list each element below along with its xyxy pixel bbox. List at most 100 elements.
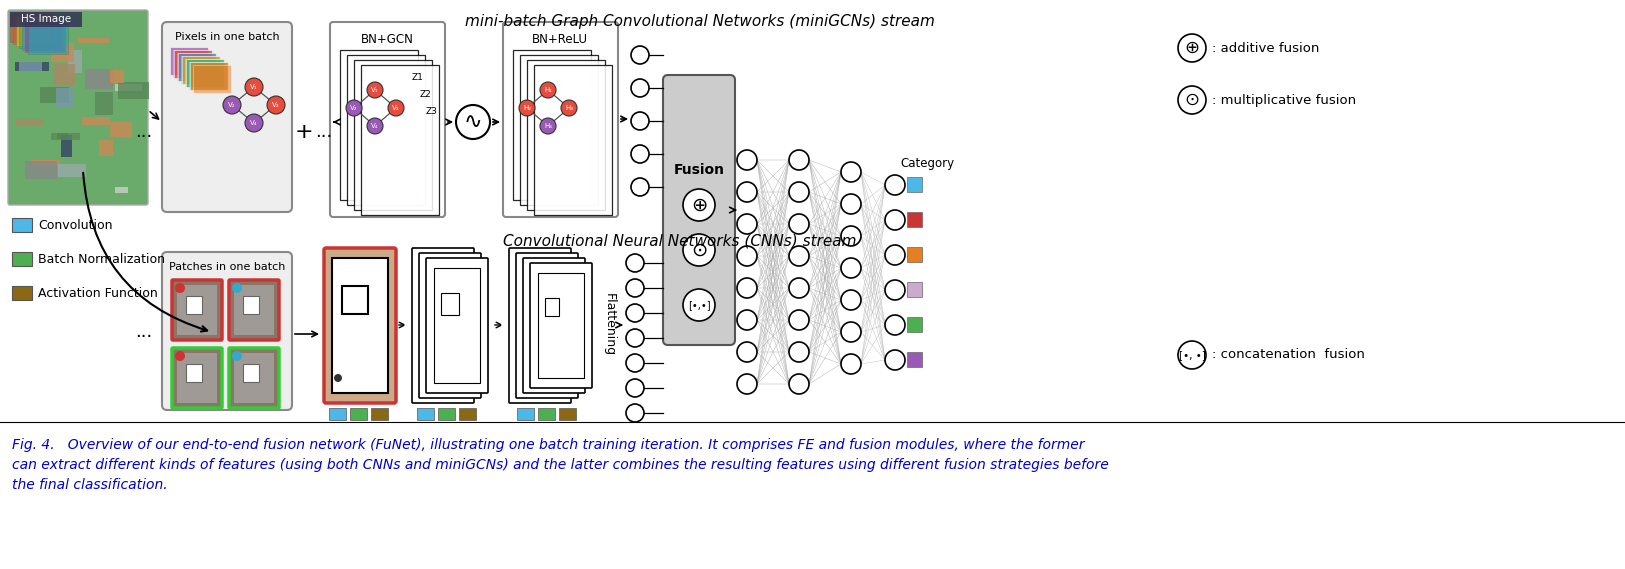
Bar: [185, 59, 224, 87]
Bar: [348, 55, 426, 205]
FancyBboxPatch shape: [8, 10, 148, 205]
Text: Batch Normalization: Batch Normalization: [37, 253, 166, 266]
FancyBboxPatch shape: [419, 253, 481, 398]
Bar: [94, 92, 114, 115]
Bar: [349, 408, 367, 420]
Text: : multiplicative fusion: : multiplicative fusion: [1212, 93, 1357, 106]
Circle shape: [682, 289, 715, 321]
Bar: [78, 38, 109, 43]
Circle shape: [518, 100, 535, 116]
Circle shape: [842, 290, 861, 310]
Bar: [244, 364, 258, 382]
Bar: [177, 353, 218, 403]
Text: ∿: ∿: [463, 112, 483, 132]
Bar: [119, 82, 150, 99]
FancyBboxPatch shape: [162, 252, 292, 410]
Text: ⊕: ⊕: [1185, 39, 1199, 57]
Bar: [58, 164, 86, 177]
Bar: [538, 273, 583, 378]
Text: HS Image: HS Image: [21, 14, 72, 24]
Circle shape: [626, 354, 644, 372]
Bar: [13, 14, 54, 44]
FancyBboxPatch shape: [413, 248, 474, 403]
Text: V₃: V₃: [273, 102, 279, 108]
Text: ...: ...: [135, 323, 153, 341]
Bar: [234, 285, 275, 335]
Circle shape: [842, 354, 861, 374]
Text: : concatenation  fusion: : concatenation fusion: [1212, 348, 1365, 361]
Circle shape: [626, 304, 644, 322]
Bar: [11, 286, 32, 300]
Circle shape: [223, 96, 240, 114]
Circle shape: [457, 105, 491, 139]
FancyBboxPatch shape: [172, 348, 223, 408]
Bar: [111, 70, 124, 83]
Circle shape: [682, 189, 715, 221]
Bar: [185, 296, 202, 314]
Circle shape: [738, 310, 757, 330]
Circle shape: [738, 150, 757, 170]
Bar: [68, 50, 81, 73]
Circle shape: [176, 351, 185, 361]
Bar: [16, 119, 44, 125]
Text: Z3: Z3: [426, 106, 439, 116]
Bar: [62, 135, 72, 157]
Circle shape: [626, 329, 644, 347]
FancyBboxPatch shape: [162, 22, 292, 212]
Bar: [523, 263, 570, 388]
Text: Flattening: Flattening: [603, 294, 616, 357]
Circle shape: [790, 310, 809, 330]
Circle shape: [790, 342, 809, 362]
Circle shape: [842, 162, 861, 182]
Bar: [11, 218, 32, 232]
Bar: [177, 53, 214, 81]
Text: ⊙: ⊙: [1185, 91, 1199, 109]
Circle shape: [388, 100, 405, 116]
Circle shape: [540, 118, 556, 134]
Circle shape: [842, 258, 861, 278]
Circle shape: [886, 315, 905, 335]
Bar: [531, 268, 577, 383]
Circle shape: [738, 342, 757, 362]
Bar: [544, 298, 559, 316]
FancyBboxPatch shape: [323, 248, 396, 403]
Circle shape: [335, 374, 341, 382]
FancyBboxPatch shape: [517, 253, 578, 398]
Text: : additive fusion: : additive fusion: [1212, 42, 1320, 55]
Text: +: +: [294, 122, 314, 142]
Bar: [23, 20, 62, 50]
Bar: [341, 286, 367, 314]
Text: BN+ReLU: BN+ReLU: [531, 33, 588, 46]
Bar: [427, 263, 473, 388]
FancyBboxPatch shape: [229, 280, 280, 340]
Bar: [172, 50, 211, 78]
Bar: [517, 408, 535, 420]
Bar: [535, 65, 613, 215]
Circle shape: [367, 82, 383, 98]
Circle shape: [886, 280, 905, 300]
Circle shape: [626, 404, 644, 422]
Circle shape: [790, 246, 809, 266]
Text: V₁: V₁: [250, 84, 258, 90]
Bar: [907, 352, 921, 367]
Bar: [20, 18, 58, 48]
Circle shape: [367, 118, 383, 134]
Circle shape: [630, 112, 648, 130]
Text: Pixels in one batch: Pixels in one batch: [176, 32, 280, 42]
Circle shape: [842, 226, 861, 246]
Bar: [11, 252, 32, 266]
Circle shape: [561, 100, 577, 116]
Text: mini-batch Graph Convolutional Networks (miniGCNs) stream: mini-batch Graph Convolutional Networks …: [465, 14, 934, 29]
Text: V₂: V₂: [228, 102, 236, 108]
Bar: [559, 408, 575, 420]
Text: H₃: H₃: [566, 105, 574, 111]
Text: Fig. 4.   Overview of our end-to-end fusion network (FuNet), illustrating one ba: Fig. 4. Overview of our end-to-end fusio…: [11, 438, 1084, 452]
Circle shape: [886, 245, 905, 265]
Bar: [28, 24, 68, 54]
Text: H₄: H₄: [544, 123, 552, 129]
Bar: [111, 122, 132, 137]
FancyBboxPatch shape: [504, 22, 618, 217]
Circle shape: [626, 254, 644, 272]
Circle shape: [1178, 341, 1206, 369]
Bar: [31, 160, 60, 166]
